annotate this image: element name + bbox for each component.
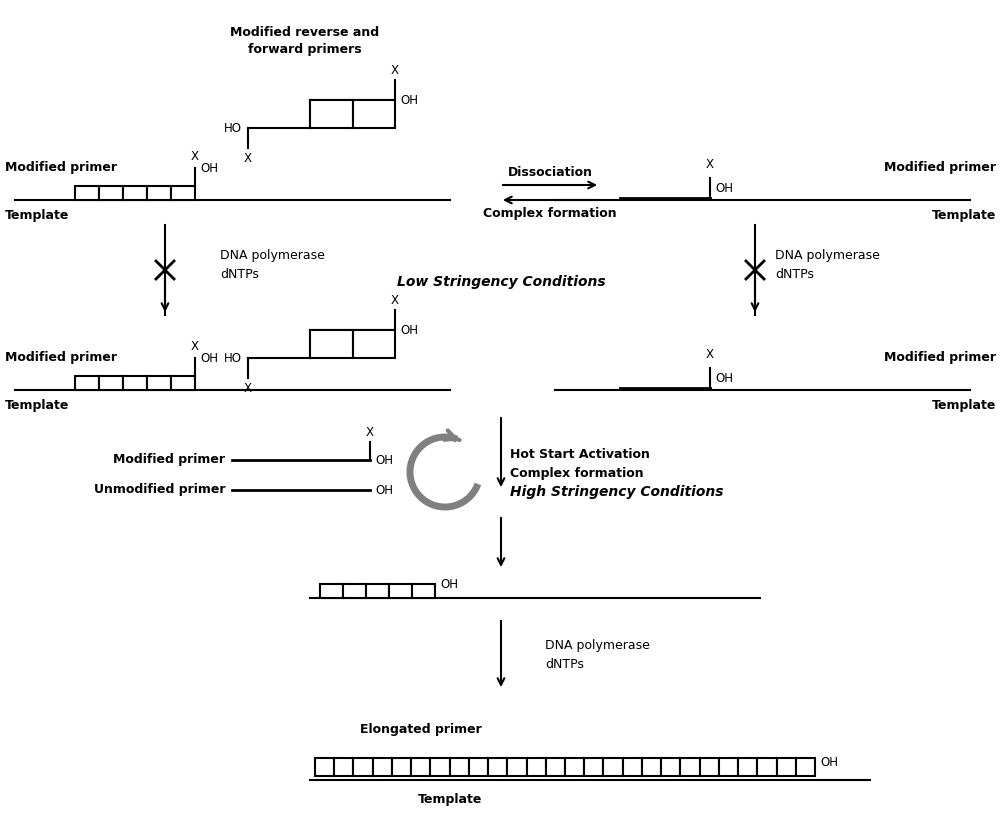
Text: Template: Template: [932, 209, 996, 221]
Text: OH: OH: [200, 352, 218, 365]
Text: X: X: [244, 382, 252, 394]
Text: X: X: [706, 159, 714, 171]
Text: OH: OH: [375, 453, 393, 467]
Bar: [546, 758, 565, 776]
Bar: [123, 376, 147, 390]
Text: Dissociation: Dissociation: [508, 165, 593, 179]
Bar: [171, 376, 195, 390]
Text: X: X: [706, 348, 714, 362]
Bar: [392, 758, 411, 776]
Bar: [777, 758, 796, 776]
Text: Modified primer: Modified primer: [5, 352, 117, 365]
Bar: [310, 100, 352, 128]
Bar: [99, 186, 123, 200]
Text: Complex formation: Complex formation: [483, 206, 617, 220]
Bar: [700, 758, 719, 776]
Bar: [315, 758, 334, 776]
Text: dNTPs: dNTPs: [775, 269, 814, 281]
Bar: [642, 758, 661, 776]
Bar: [623, 758, 642, 776]
Text: Low Stringency Conditions: Low Stringency Conditions: [396, 275, 606, 289]
Text: Modified reverse and: Modified reverse and: [230, 26, 379, 38]
Bar: [147, 186, 171, 200]
Bar: [758, 758, 777, 776]
Bar: [123, 186, 147, 200]
Bar: [449, 758, 468, 776]
Text: Modified primer: Modified primer: [113, 453, 225, 467]
Bar: [389, 584, 412, 598]
Text: forward primers: forward primers: [248, 43, 361, 57]
Bar: [99, 376, 123, 390]
Text: Template: Template: [417, 793, 482, 807]
Text: OH: OH: [440, 578, 458, 590]
Bar: [75, 376, 99, 390]
Text: DNA polymerase: DNA polymerase: [220, 249, 325, 261]
Bar: [352, 100, 395, 128]
Text: Template: Template: [5, 209, 69, 221]
Bar: [796, 758, 815, 776]
Text: Modified primer: Modified primer: [884, 352, 996, 365]
Bar: [681, 758, 700, 776]
Bar: [719, 758, 738, 776]
Bar: [661, 758, 681, 776]
Bar: [585, 758, 604, 776]
Bar: [147, 376, 171, 390]
Bar: [310, 330, 352, 358]
Text: HO: HO: [224, 122, 242, 134]
Bar: [508, 758, 527, 776]
Text: Template: Template: [5, 398, 69, 412]
Bar: [171, 186, 195, 200]
Bar: [488, 758, 508, 776]
Text: dNTPs: dNTPs: [545, 659, 584, 671]
Bar: [565, 758, 585, 776]
Text: X: X: [366, 426, 374, 438]
Bar: [343, 584, 366, 598]
Bar: [527, 758, 546, 776]
Bar: [75, 186, 99, 200]
Text: DNA polymerase: DNA polymerase: [545, 639, 650, 651]
Bar: [320, 584, 343, 598]
Bar: [366, 584, 389, 598]
Bar: [412, 584, 435, 598]
Bar: [334, 758, 353, 776]
Bar: [372, 758, 392, 776]
Text: Complex formation: Complex formation: [510, 467, 644, 479]
Text: X: X: [391, 63, 399, 77]
Bar: [468, 758, 488, 776]
Text: DNA polymerase: DNA polymerase: [775, 249, 880, 261]
Text: OH: OH: [400, 94, 418, 107]
Text: High Stringency Conditions: High Stringency Conditions: [510, 485, 724, 499]
Text: OH: OH: [200, 161, 218, 175]
Text: OH: OH: [400, 323, 418, 337]
Text: HO: HO: [224, 352, 242, 365]
Text: Elongated primer: Elongated primer: [360, 723, 481, 736]
Bar: [353, 758, 372, 776]
Bar: [604, 758, 623, 776]
Text: OH: OH: [715, 181, 733, 195]
Text: OH: OH: [375, 483, 393, 497]
Text: OH: OH: [820, 757, 838, 770]
Bar: [430, 758, 449, 776]
Text: X: X: [391, 293, 399, 306]
Text: X: X: [191, 149, 199, 163]
Bar: [738, 758, 758, 776]
Text: dNTPs: dNTPs: [220, 269, 259, 281]
Text: Template: Template: [932, 398, 996, 412]
Text: Hot Start Activation: Hot Start Activation: [510, 448, 650, 462]
Text: Unmodified primer: Unmodified primer: [93, 483, 225, 497]
Bar: [352, 330, 395, 358]
Text: Modified primer: Modified primer: [884, 161, 996, 175]
Text: X: X: [244, 151, 252, 164]
Text: OH: OH: [715, 372, 733, 384]
Text: Modified primer: Modified primer: [5, 161, 117, 175]
Bar: [411, 758, 430, 776]
Text: X: X: [191, 340, 199, 352]
